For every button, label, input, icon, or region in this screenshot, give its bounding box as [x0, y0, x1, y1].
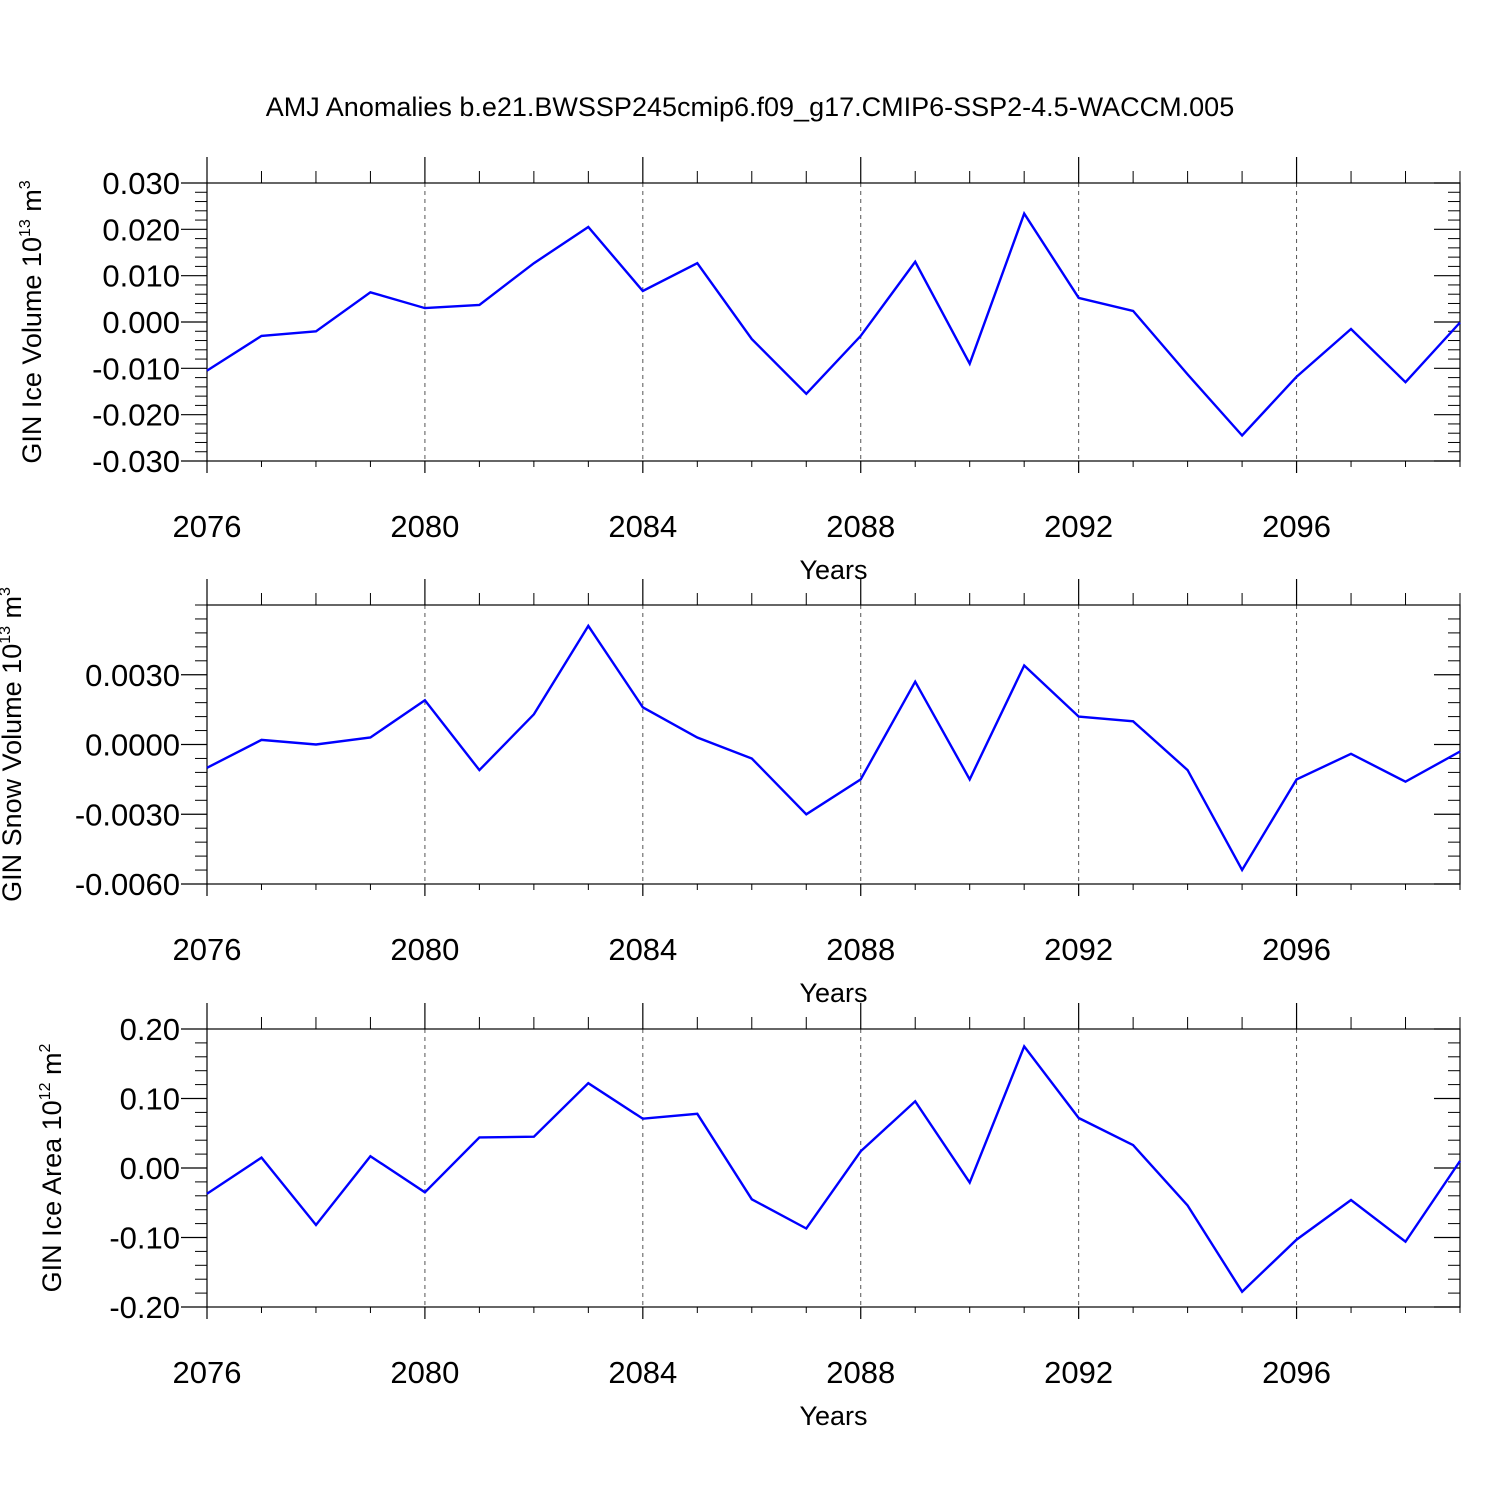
panel-3-y-axis-label: GIN Ice Area 1012 m2 [37, 1044, 67, 1293]
panel-1-y-tick-label: 0.020 [102, 212, 180, 247]
panel-3-y-tick-label: 0.00 [120, 1151, 180, 1186]
panel-2-x-tick-label: 2080 [390, 932, 459, 967]
panel-1-series-line [206, 210, 1461, 438]
panel-1-x-tick-label: 2080 [390, 509, 459, 544]
panel-3-x-tick-label: 2088 [826, 1355, 895, 1390]
panel-3-y-tick-label: -0.10 [109, 1221, 180, 1256]
panel-1-x-tick-label: 2092 [1044, 509, 1113, 544]
panel-1-x-axis-label: Years [799, 555, 867, 585]
panel-2-y-tick-label: 0.0030 [85, 658, 180, 693]
panel-3-x-tick-label: 2080 [390, 1355, 459, 1390]
panel-2-x-axis-label: Years [799, 978, 867, 1008]
panel-2-series-line [206, 623, 1461, 873]
panel-1-y-tick-label: -0.020 [92, 398, 180, 433]
panel-3-x-axis-label: Years [799, 1401, 867, 1431]
panel-1-plot-frame [206, 182, 1461, 462]
panel-1-y-tick-label: 0.030 [102, 166, 180, 201]
panel-2-x-tick-label: 2088 [826, 932, 895, 967]
panel-2-y-tick-label: -0.0060 [75, 867, 180, 902]
panel-2-x-tick-label: 2092 [1044, 932, 1113, 967]
panel-1-y-tick-label: -0.030 [92, 444, 180, 479]
panel-3-x-tick-label: 2096 [1262, 1355, 1331, 1390]
panel-3-y-tick-label: 0.10 [120, 1082, 180, 1117]
panel-1-x-tick-label: 2088 [826, 509, 895, 544]
panel-3-series-line [206, 1043, 1461, 1294]
panel-3-y-tick-label: -0.20 [109, 1290, 180, 1325]
panel-2-y-axis-label: GIN Snow Volume 1013 m3 [0, 587, 27, 902]
panel-3-plot-frame [206, 1028, 1461, 1308]
panel-3-x-tick-label: 2092 [1044, 1355, 1113, 1390]
panel-1-y-tick-label: 0.010 [102, 259, 180, 294]
panel-3-x-tick-label: 2084 [608, 1355, 677, 1390]
panel-2-y-tick-label: 0.0000 [85, 728, 180, 763]
panel-2-x-tick-label: 2084 [608, 932, 677, 967]
chart-title: AMJ Anomalies b.e21.BWSSP245cmip6.f09_g1… [265, 92, 1235, 122]
panel-3-y-tick-label: 0.20 [120, 1012, 180, 1047]
panel-2-x-tick-label: 2076 [173, 932, 242, 967]
panel-1-y-tick-label: 0.000 [102, 305, 180, 340]
panel-1-x-tick-label: 2076 [173, 509, 242, 544]
panel-1-y-axis-label: GIN Ice Volume 1013 m3 [17, 180, 47, 463]
panel-1-x-tick-label: 2096 [1262, 509, 1331, 544]
panel-2-x-tick-label: 2096 [1262, 932, 1331, 967]
panel-2-y-tick-label: -0.0030 [75, 797, 180, 832]
panel-1-y-tick-label: -0.010 [92, 351, 180, 386]
panel-3-x-tick-label: 2076 [173, 1355, 242, 1390]
panel-2-plot-frame [206, 604, 1461, 885]
panel-1-x-tick-label: 2084 [608, 509, 677, 544]
